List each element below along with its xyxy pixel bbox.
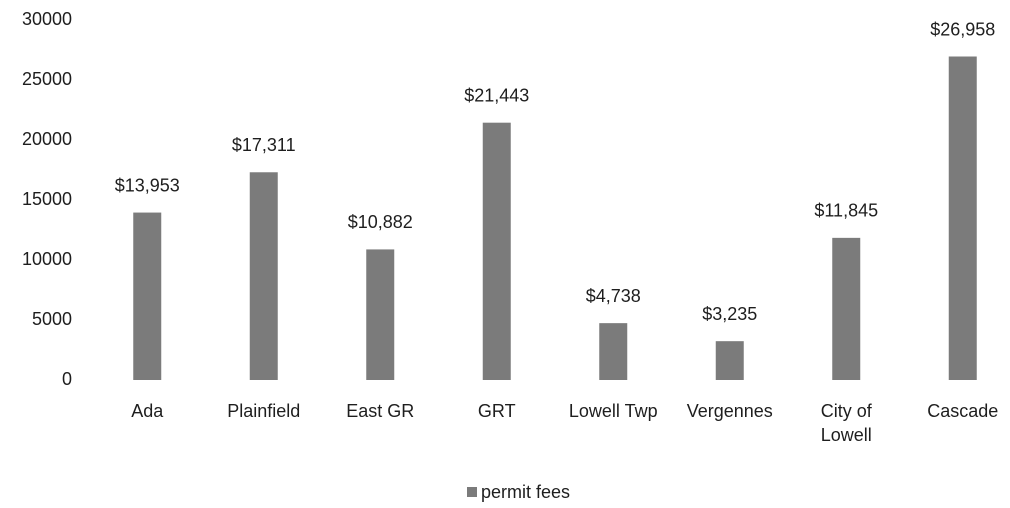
data-label: $13,953 <box>115 175 180 195</box>
x-tick-label: Ada <box>131 401 164 421</box>
x-tick-label: Lowell Twp <box>568 401 658 421</box>
bar <box>482 122 511 381</box>
y-tick-label: 25000 <box>22 69 72 89</box>
data-label: $26,958 <box>930 19 995 39</box>
x-tick-label: Plainfield <box>227 401 301 421</box>
x-tick-label: Cascade <box>927 401 999 421</box>
y-tick-label: 15000 <box>22 189 72 209</box>
data-label: $17,311 <box>232 135 296 155</box>
bar <box>366 249 395 380</box>
x-tick-label: East GR <box>346 401 415 421</box>
legend-swatch <box>467 487 477 497</box>
y-tick-label: 10000 <box>22 249 72 269</box>
y-tick-label: 30000 <box>22 9 72 29</box>
bar <box>832 237 861 380</box>
data-label: $10,882 <box>348 212 413 232</box>
bar <box>133 212 162 380</box>
x-tick-label: Vergennes <box>686 401 773 421</box>
bar <box>948 56 977 381</box>
bar <box>599 323 628 380</box>
legend-label: permit fees <box>481 482 570 502</box>
data-label: $4,738 <box>586 286 641 306</box>
data-label: $11,845 <box>814 201 878 221</box>
bar <box>249 172 278 380</box>
data-label: $3,235 <box>702 304 757 324</box>
bar <box>715 341 744 380</box>
x-tick-label: GRT <box>477 401 516 421</box>
y-tick-label: 5000 <box>32 309 72 329</box>
y-tick-label: 0 <box>62 369 72 389</box>
data-label: $21,443 <box>464 85 529 105</box>
y-tick-label: 20000 <box>22 129 72 149</box>
x-tick-label: City of Lowell <box>820 401 872 445</box>
